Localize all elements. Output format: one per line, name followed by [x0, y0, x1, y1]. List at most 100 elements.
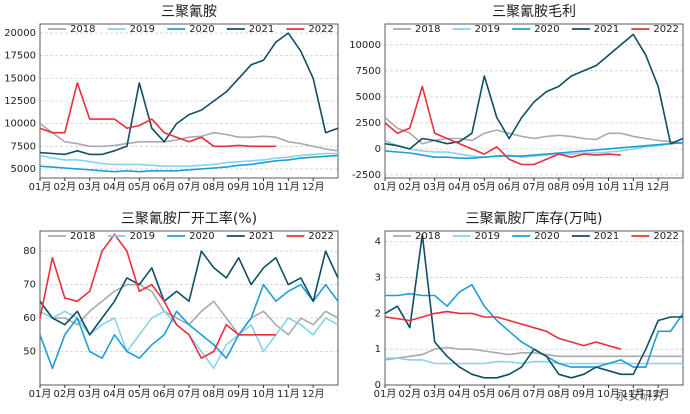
x-tick-label: 12月: [302, 388, 325, 400]
plot-frame: [384, 23, 684, 179]
x-tick-label: 09月: [227, 388, 250, 400]
legend-label: 2018: [70, 231, 95, 242]
x-tick-label: 03月: [78, 181, 101, 193]
x-tick-label: 08月: [547, 388, 570, 400]
x-tick-label: 04月: [448, 181, 471, 193]
y-tick-label: 3: [375, 273, 381, 284]
x-tick-label: 07月: [523, 181, 546, 193]
legend-label: 2022: [653, 24, 678, 35]
x-tick-label: 09月: [572, 388, 595, 400]
series-line: [39, 32, 339, 156]
y-tick-label: 2500: [356, 118, 381, 129]
series-line: [384, 85, 621, 166]
y-tick-label: 5000: [11, 164, 36, 175]
x-tick-label: 10月: [252, 388, 275, 400]
y-tick-label: 1: [375, 344, 381, 355]
series-line: [385, 357, 683, 365]
y-tick-label: 7500: [11, 141, 36, 152]
legend-label: 2018: [70, 24, 95, 35]
legend-label: 2020: [189, 24, 214, 35]
legend-label: 2022: [308, 231, 333, 242]
watermark: 永安研究: [616, 388, 664, 403]
series-line: [384, 141, 684, 159]
x-tick-label: 04月: [103, 181, 126, 193]
chart-title: 三聚氰胺: [161, 4, 217, 20]
x-tick-label: 06月: [153, 388, 176, 400]
legend-label: 2022: [653, 231, 678, 242]
x-tick-label: 06月: [153, 181, 176, 193]
series-line: [39, 152, 338, 167]
x-tick-label: 07月: [523, 388, 546, 400]
x-tick-label: 05月: [128, 181, 151, 193]
x-tick-label: 01月: [374, 181, 397, 193]
x-tick-label: 12月: [647, 181, 670, 193]
x-tick-label: 11月: [277, 388, 300, 400]
y-tick-label: 20000: [4, 28, 36, 39]
x-tick-label: 01月: [374, 388, 397, 400]
legend-label: 2022: [308, 24, 333, 35]
series-line: [384, 139, 684, 158]
x-tick-label: 10月: [597, 388, 620, 400]
chart-title: 三聚氰胺毛利: [492, 4, 576, 20]
legend-label: 2018: [415, 231, 440, 242]
series-line: [39, 233, 276, 359]
x-tick-label: 11月: [622, 181, 645, 193]
legend-label: 2020: [534, 231, 559, 242]
x-tick-label: 06月: [498, 388, 521, 400]
y-tick-label: 50: [23, 347, 36, 358]
legend-label: 2019: [475, 24, 500, 35]
series-line: [384, 346, 683, 361]
x-tick-label: 07月: [178, 388, 201, 400]
x-tick-label: 12月: [302, 181, 325, 193]
y-tick-label: -2500: [352, 170, 381, 181]
series-line: [39, 82, 276, 148]
series-line: [39, 154, 339, 173]
x-tick-label: 03月: [423, 388, 446, 400]
legend-label: 2019: [130, 231, 155, 242]
x-tick-label: 07月: [178, 181, 201, 193]
series-line: [39, 283, 339, 370]
x-tick-label: 09月: [572, 181, 595, 193]
y-tick-label: 15000: [4, 73, 36, 84]
y-tick-label: 80: [23, 246, 36, 257]
y-tick-label: 0: [375, 144, 381, 155]
series-line: [384, 33, 684, 150]
plot-frame: [384, 230, 684, 386]
legend-label: 2021: [249, 231, 274, 242]
chart-title: 三聚氰胺厂库存(万吨): [466, 211, 603, 227]
x-tick-label: 08月: [547, 181, 570, 193]
y-tick-label: 4: [375, 237, 381, 248]
series-line: [384, 310, 622, 350]
y-tick-label: 7500: [356, 66, 381, 77]
x-tick-label: 11月: [622, 388, 645, 400]
x-tick-label: 11月: [277, 181, 300, 193]
x-tick-label: 09月: [227, 181, 250, 193]
x-tick-label: 03月: [423, 181, 446, 193]
legend-label: 2021: [249, 24, 274, 35]
y-tick-label: 0: [375, 380, 381, 391]
y-tick-label: 60: [23, 313, 36, 324]
y-tick-label: 5000: [356, 92, 381, 103]
legend-label: 2020: [534, 24, 559, 35]
x-tick-label: 02月: [53, 388, 76, 400]
x-tick-label: 04月: [103, 388, 126, 400]
legend-label: 2020: [189, 231, 214, 242]
x-tick-label: 10月: [252, 181, 275, 193]
legend-label: 2021: [594, 231, 619, 242]
y-tick-label: 17500: [4, 51, 36, 62]
x-tick-label: 01月: [29, 181, 52, 193]
chart-title: 三聚氰胺厂开工率(%): [121, 210, 257, 227]
x-tick-label: 02月: [398, 181, 421, 193]
x-tick-label: 02月: [398, 388, 421, 400]
x-tick-label: 02月: [53, 181, 76, 193]
series-line: [384, 233, 683, 379]
legend-label: 2019: [475, 231, 500, 242]
x-tick-label: 06月: [498, 181, 521, 193]
y-tick-label: 10000: [349, 40, 381, 51]
series-line: [39, 250, 339, 336]
legend-label: 2019: [130, 24, 155, 35]
x-tick-label: 05月: [473, 181, 496, 193]
x-tick-label: 12月: [647, 388, 670, 400]
x-tick-label: 03月: [78, 388, 101, 400]
x-tick-label: 04月: [448, 388, 471, 400]
